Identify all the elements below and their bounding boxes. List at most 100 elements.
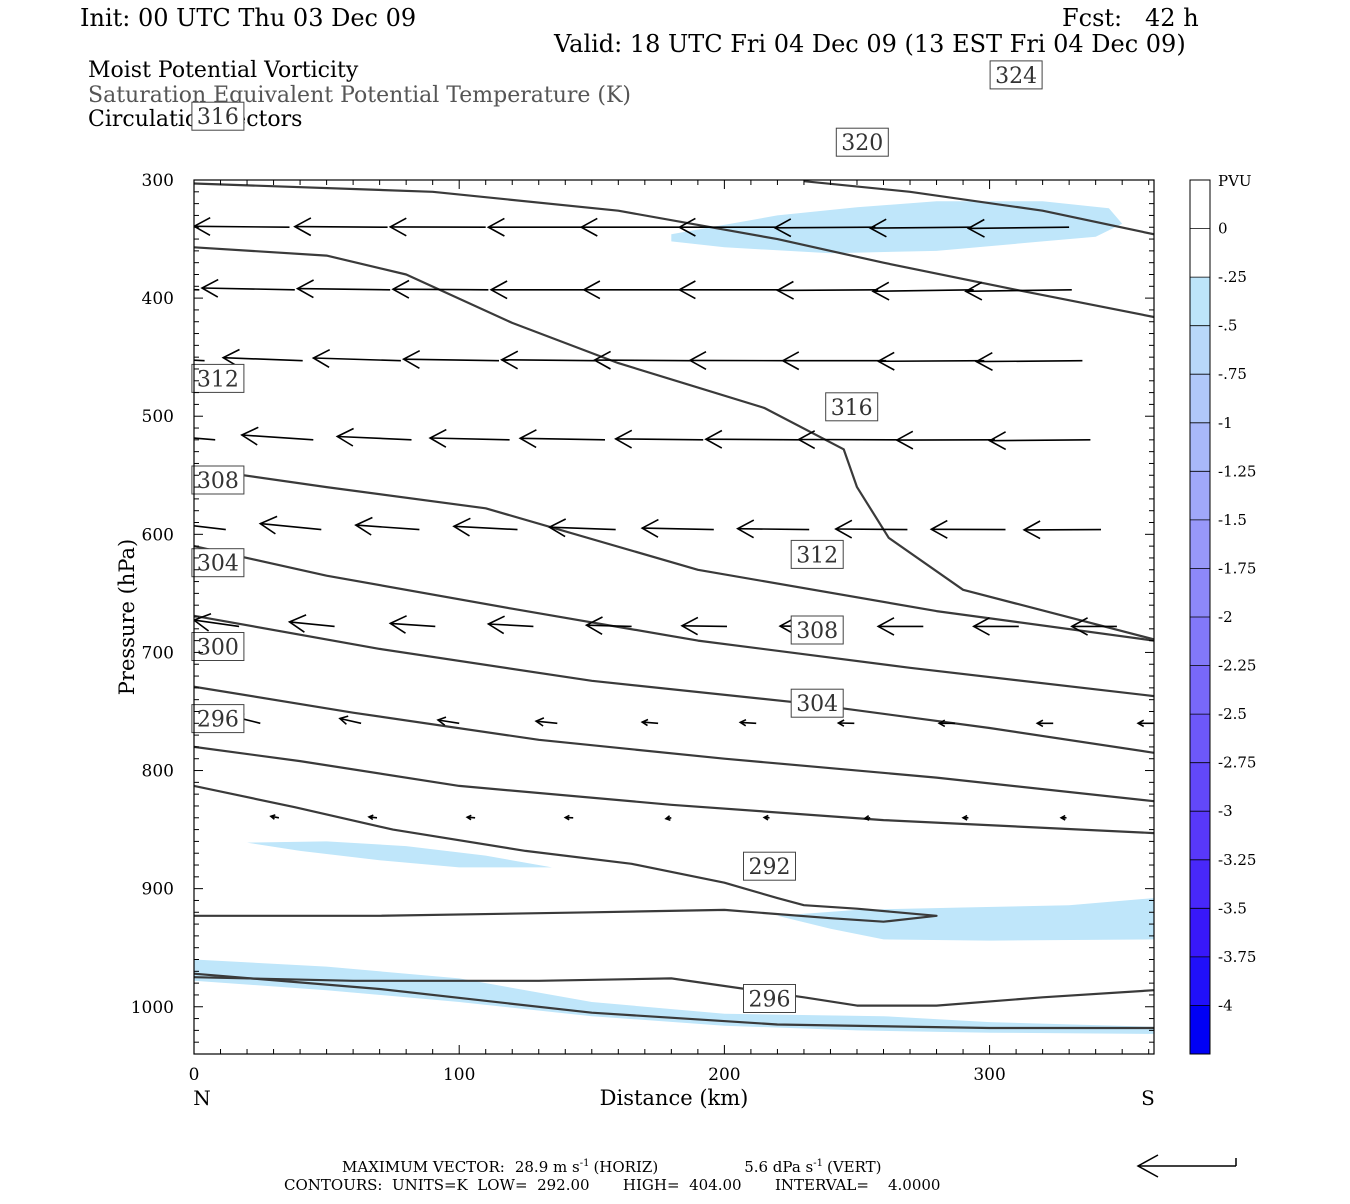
svg-text:308: 308 [796, 619, 838, 644]
circulation-vector [260, 516, 321, 534]
pv-shade-region [194, 960, 1154, 1034]
x-tick-label: 0 [189, 1065, 200, 1085]
circulation-vector [165, 516, 226, 534]
forecast-hour-label: Fcst: 42 h [1062, 4, 1199, 32]
circulation-vector [549, 519, 615, 537]
colorbar-swatch [1190, 1005, 1210, 1054]
max-vector-vert-exponent: -1 [813, 1158, 823, 1169]
svg-text:316: 316 [831, 396, 873, 421]
svg-text:324: 324 [995, 64, 1037, 89]
pv-shading-layer [194, 201, 1154, 1034]
circulation-vector [682, 617, 727, 634]
circulation-vector [963, 816, 968, 820]
theta-e-contour-layer [194, 181, 1154, 1028]
y-tick-label: 300 [142, 171, 174, 191]
contour-label-296: 296 [192, 705, 244, 733]
contours-info-line: CONTOURS: UNITS=K LOW= 292.00 HIGH= 404.… [284, 1176, 940, 1194]
pv-shade-region [247, 841, 552, 867]
contour-label-300: 300 [192, 633, 244, 661]
contour-label-296: 296 [744, 985, 796, 1013]
svg-text:312: 312 [796, 543, 838, 568]
circulation-vector [271, 815, 279, 819]
colorbar-label: 0 [1218, 220, 1228, 238]
circulation-vector [467, 815, 475, 819]
circulation-vector [295, 218, 388, 236]
colorbar-swatch [1190, 811, 1210, 860]
svg-text:292: 292 [749, 855, 791, 880]
valid-time-label: Valid: 18 UTC Fri 04 Dec 09 (13 EST Fri … [553, 30, 1186, 58]
max-vector-prefix: MAXIMUM VECTOR: [342, 1158, 505, 1176]
circulation-vector [931, 521, 1005, 539]
circulation-vector [488, 616, 533, 633]
x-tick-label: 100 [443, 1065, 475, 1085]
svg-text:304: 304 [197, 552, 239, 577]
circulation-vector [390, 616, 435, 633]
svg-text:312: 312 [197, 367, 239, 392]
circulation-vector [194, 218, 289, 236]
circulation-vector [502, 351, 597, 369]
contour-label-292: 292 [744, 852, 796, 880]
theta-e-contour-300 [194, 687, 1154, 802]
circulation-vector [141, 426, 215, 444]
circulation-vector [491, 281, 586, 299]
circulation-vector [690, 352, 791, 370]
colorbar-label: -1.75 [1218, 559, 1256, 577]
circulation-vector [1061, 816, 1066, 820]
circulation-vector [976, 353, 1082, 371]
colorbar-swatch [1190, 277, 1210, 326]
circulation-vector [990, 432, 1091, 450]
circulation-vector [340, 716, 361, 724]
colorbar-label: -.25 [1218, 268, 1247, 286]
colorbar-label: -4 [1218, 996, 1233, 1014]
svg-text:300: 300 [197, 636, 239, 661]
svg-text:316: 316 [197, 105, 239, 130]
circulation-vector [1037, 720, 1053, 726]
x-tick-label: 300 [973, 1065, 1005, 1085]
contour-label-312: 312 [791, 540, 843, 568]
max-vector-horiz-exponent: -1 [580, 1158, 590, 1169]
circulation-vector [764, 816, 769, 820]
colorbar-swatch [1190, 617, 1210, 666]
circulation-vector [369, 815, 377, 819]
max-vector-horiz-label: (HORIZ) [593, 1158, 658, 1176]
circulation-vector [430, 430, 510, 448]
contour-label-316: 316 [192, 102, 244, 130]
circulation-vector [783, 352, 886, 370]
circulation-vector [356, 518, 420, 536]
field-title-theta-e: Saturation Equivalent Potential Temperat… [88, 83, 631, 108]
y-tick-label: 700 [142, 643, 174, 663]
svg-text:304: 304 [796, 692, 838, 717]
circulation-vector [404, 351, 499, 369]
theta-e-contour-296 [194, 747, 1154, 833]
colorbar-label: -3.25 [1218, 851, 1256, 869]
circulation-vector [642, 720, 658, 726]
circulation-vector [337, 429, 411, 447]
y-tick-label: 800 [142, 762, 174, 782]
contour-label-316: 316 [826, 393, 878, 421]
circulation-vector [897, 431, 995, 449]
contour-label-324: 324 [990, 61, 1042, 89]
x-tick-label: 200 [708, 1065, 740, 1085]
max-vector-horiz-value: 28.9 m s [515, 1158, 580, 1176]
circulation-vector [242, 427, 313, 445]
contour-label-308: 308 [791, 616, 843, 644]
max-vector-line: MAXIMUM VECTOR:28.9 m s-1(HORIZ)5.6 dPa … [342, 1158, 882, 1176]
colorbar-label: -2.25 [1218, 657, 1256, 675]
y-tick-label: 1000 [131, 998, 174, 1018]
circulation-vector [836, 520, 908, 538]
circulation-vector [454, 518, 518, 536]
colorbar-swatch [1190, 471, 1210, 520]
init-time-label: Init: 00 UTC Thu 03 Dec 09 [80, 4, 416, 32]
circulation-vector [298, 280, 391, 298]
y-axis-title: Pressure (hPa) [115, 539, 139, 695]
svg-text:296: 296 [197, 708, 239, 733]
colorbar-swatch [1190, 568, 1210, 617]
circulation-vector [520, 430, 605, 448]
circulation-vector [642, 520, 714, 538]
circulation-vector [1024, 521, 1101, 539]
circulation-vector [587, 617, 632, 634]
colorbar-title: PVU [1218, 172, 1252, 190]
colorbar-swatch [1190, 957, 1210, 1006]
circulation-vector [581, 218, 679, 236]
